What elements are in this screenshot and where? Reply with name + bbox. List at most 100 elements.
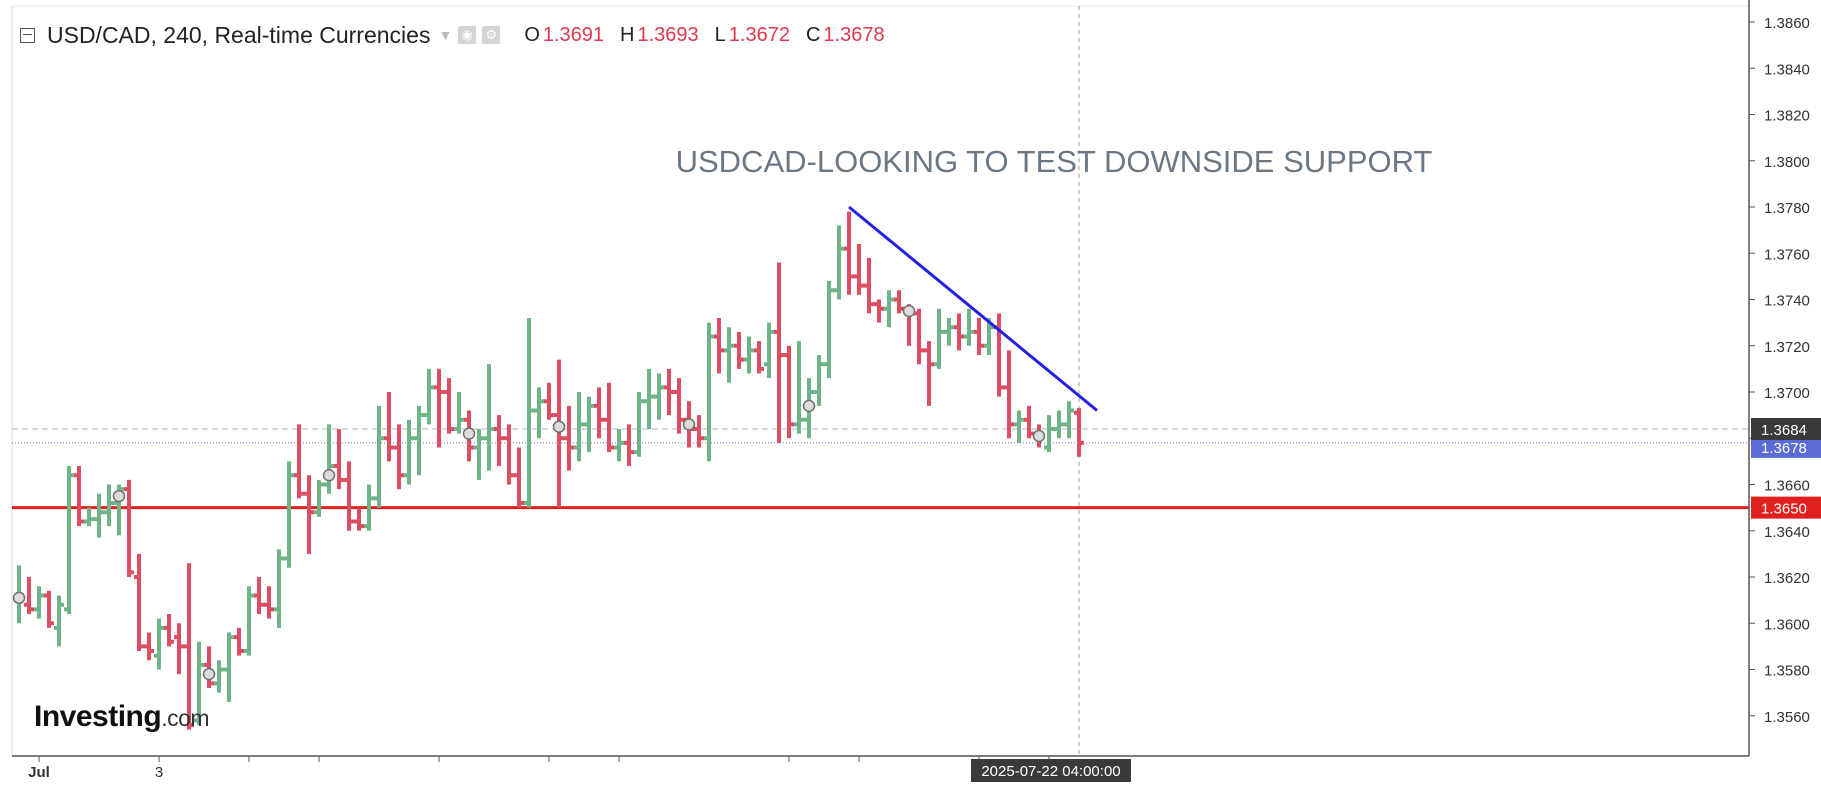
ohlc-bar (674, 378, 684, 434)
ohlc-open: O 1.3691 (524, 23, 605, 46)
ohlc-bar (614, 429, 624, 462)
ohlc-bar (374, 405, 384, 508)
ohlc-values: O 1.3691 H 1.3693 L 1.3672 C 1.3678 (524, 24, 884, 47)
y-tick-label: 1.3760 (1764, 246, 1810, 263)
x-tick-label: Jul (28, 764, 50, 781)
y-tick-label: 1.3580 (1764, 663, 1810, 680)
ohlc-bar (484, 364, 494, 471)
ohlc-bar (744, 336, 754, 374)
ohlc-bar (944, 318, 954, 346)
current-price-label-text: 1.3678 (1761, 440, 1807, 457)
ohlc-bar (244, 586, 254, 656)
ohlc-bar (524, 318, 534, 508)
price-axis-bg (1749, 0, 1821, 782)
ohlc-bar (104, 484, 114, 527)
support-price-label-bg (1751, 496, 1821, 519)
ohlc-bar (704, 322, 714, 462)
ohlc-bar (264, 586, 274, 619)
ohlc-bar (284, 461, 294, 568)
ohlc-bar (634, 392, 644, 457)
ohlc-bar (294, 424, 304, 499)
ohlc-bar (74, 466, 84, 527)
event-marker (902, 304, 916, 318)
ohlc-bar (534, 387, 544, 439)
ohlc-bar (594, 387, 604, 439)
ohlc-bar (1064, 401, 1074, 439)
ohlc-bar (1054, 410, 1064, 439)
current-price-label-bg (1751, 435, 1821, 458)
ohlc-bar (24, 577, 34, 614)
ohlc-bar (764, 322, 774, 379)
y-tick-label: 1.3640 (1764, 524, 1810, 541)
trend-line (848, 205, 1098, 412)
gear-icon[interactable]: ⚙ (482, 26, 501, 44)
y-tick-label: 1.3660 (1764, 478, 1810, 495)
ohlc-bar (434, 368, 444, 448)
current-price-label: 1.3678 (1751, 435, 1821, 458)
ohlc-bar (874, 299, 884, 323)
ohlc-bar (364, 484, 374, 531)
ohlc-bar (694, 415, 704, 448)
ohlc-bar (844, 211, 854, 295)
y-tick-label: 1.3620 (1764, 570, 1810, 587)
ohlc-bar (1014, 410, 1024, 443)
ohlc-bar (144, 632, 154, 661)
last-close-label: 1.3684 (1751, 418, 1821, 440)
collapse-icon[interactable] (20, 27, 35, 43)
ohlc-bar (274, 549, 284, 628)
ohlc-bar (234, 627, 244, 656)
crosshair-date-text: 2025-07-22 04:00:00 (981, 763, 1120, 780)
eye-icon[interactable]: ◉ (458, 26, 477, 44)
ohlc-bar (934, 308, 944, 369)
ohlc-bar (604, 382, 614, 453)
last-close-label-bg (1751, 418, 1821, 440)
ohlc-bar (344, 461, 354, 531)
event-marker (802, 399, 816, 413)
ohlc-close: C 1.3678 (805, 23, 885, 46)
ohlc-bar (314, 479, 324, 517)
ohlc-high: H 1.3693 (620, 23, 699, 46)
ohlc-bar (454, 392, 464, 434)
ohlc-bar (564, 405, 574, 471)
ohlc-bar (444, 378, 454, 434)
ohlc-bar (824, 281, 834, 379)
ohlc-bar (194, 641, 204, 725)
ohlc-bar (784, 345, 794, 439)
ohlc-bar (574, 392, 584, 462)
ohlc-bar (584, 396, 594, 453)
ohlc-bar (164, 614, 174, 647)
ohlc-bar (84, 507, 94, 527)
ohlc-bar (34, 586, 44, 619)
ohlc-bar (644, 368, 654, 429)
ohlc-bar (714, 318, 724, 374)
y-tick-label: 1.3780 (1764, 200, 1810, 217)
chevron-down-icon[interactable]: ▼ (438, 27, 453, 43)
ohlc-bar (174, 623, 184, 675)
ohlc-bar (954, 313, 964, 351)
ohlc-bar (64, 466, 74, 614)
event-marker (682, 418, 696, 431)
ohlc-bar (864, 257, 874, 314)
ohlc-bar (414, 405, 424, 476)
ohlc-bar (544, 382, 554, 420)
y-tick-label: 1.3720 (1764, 339, 1810, 356)
ohlc-bar (354, 507, 364, 531)
y-tick-label: 1.3740 (1764, 293, 1810, 310)
ohlc-bar (794, 341, 804, 434)
ohlc-bar (554, 359, 564, 508)
chart-annotation: USDCAD-LOOKING TO TEST DOWNSIDE SUPPORT (676, 144, 1433, 179)
event-marker (112, 489, 126, 503)
chart-header: USD/CAD, 240, Real-time Currencies ▼ ◉ ⚙… (20, 18, 885, 52)
ohlc-bar (404, 419, 414, 485)
ohlc-bar (394, 424, 404, 490)
symbol-title[interactable]: USD/CAD, 240, Real-time Currencies (47, 21, 431, 48)
ohlc-bar (884, 290, 894, 328)
ohlc-bar (624, 424, 634, 466)
ohlc-bar (474, 429, 484, 480)
ohlc-bar (1004, 350, 1014, 439)
ohlc-bar (854, 244, 864, 295)
time-axis-bg (0, 756, 1821, 782)
y-tick-label: 1.3860 (1764, 15, 1810, 32)
y-tick-label: 1.3700 (1764, 385, 1810, 402)
